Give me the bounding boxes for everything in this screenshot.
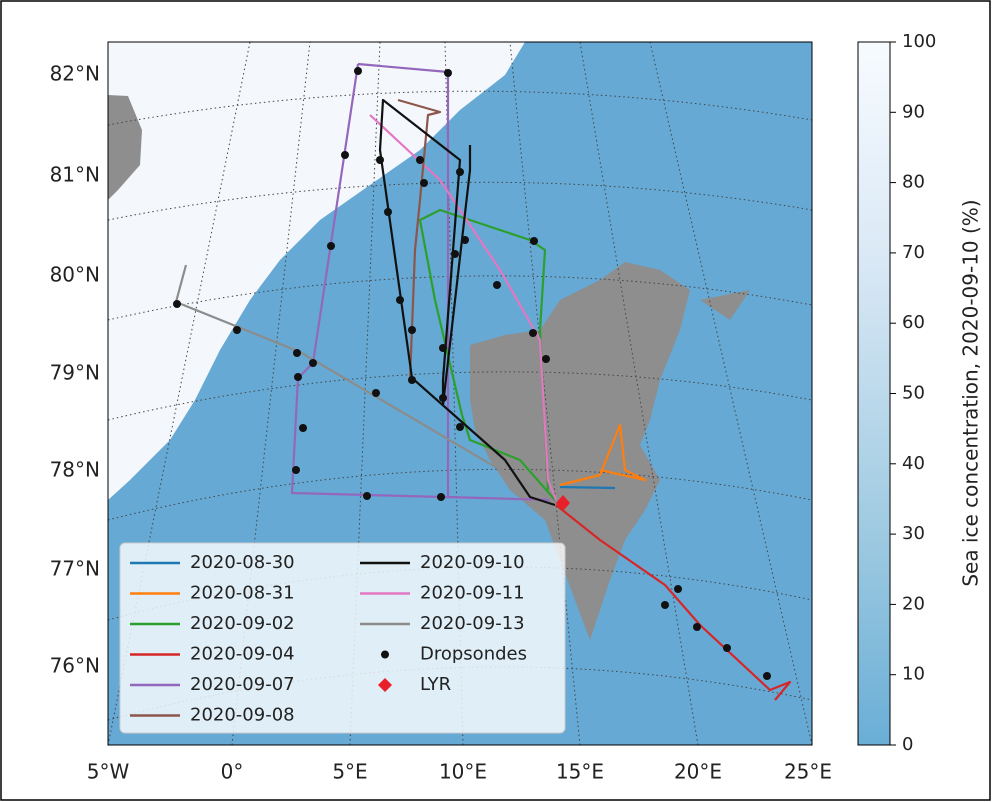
colorbar-tick-label: 60 (902, 312, 925, 333)
legend-label: 2020-08-31 (190, 583, 295, 604)
map-border (107, 41, 813, 746)
legend-label: 2020-09-13 (420, 613, 525, 634)
colorbar-tick-label: 80 (902, 172, 925, 193)
legend-label: Dropsondes (420, 644, 527, 665)
legend-marker (378, 678, 392, 692)
legend-label: 2020-09-02 (190, 613, 295, 634)
lon-label: 20°E (674, 760, 722, 784)
lon-label: 5°E (332, 760, 367, 784)
lon-label: 25°E (784, 760, 832, 784)
colorbar (857, 41, 891, 746)
island (700, 290, 750, 320)
colorbar-label: Sea ice concentration, 2020-09-10 (%) (959, 199, 983, 586)
colorbar-tick-label: 20 (902, 593, 925, 614)
lon-label: 15°E (556, 760, 604, 784)
flight-track (397, 98, 442, 381)
lon-label: 5°W (87, 760, 130, 784)
lat-label: 80°N (50, 263, 100, 287)
svalbard (470, 262, 690, 640)
legend-entries: 2020-08-30 2020-08-31 2020-09-02 2020-09-04… (130, 552, 527, 726)
legend-label: 2020-09-08 (190, 705, 295, 726)
legend-label: LYR (420, 674, 451, 695)
lat-label: 78°N (50, 458, 100, 482)
colorbar-tick-label: 40 (902, 453, 925, 474)
legend-label: 2020-09-10 (420, 552, 525, 573)
dropsondes (173, 67, 771, 680)
lat-label: 82°N (50, 62, 100, 86)
lon-label: 0° (221, 760, 244, 784)
flight-track (559, 485, 616, 490)
lon-label: 10°E (439, 760, 487, 784)
lat-label: 79°N (50, 361, 100, 385)
colorbar-tick-label: 50 (902, 383, 925, 404)
tracks (173, 62, 792, 701)
legend-label: 2020-09-11 (420, 583, 525, 604)
colorbar-tick-label: 90 (902, 101, 925, 122)
lat-label: 81°N (50, 163, 100, 187)
flight-track (369, 114, 558, 501)
legend-marker (381, 650, 389, 659)
sea-ice (108, 42, 525, 500)
legend-label: 2020-08-30 (190, 552, 295, 573)
legend-label: 2020-09-07 (190, 674, 295, 695)
colorbar-tick-label: 70 (902, 242, 925, 263)
colorbar-tick-label: 100 (902, 31, 936, 52)
lat-label: 76°N (50, 654, 100, 678)
flight-track (418, 208, 556, 501)
flight-track (378, 98, 556, 507)
legend-label: 2020-09-04 (190, 644, 295, 665)
colorbar-tick-label: 30 (902, 523, 925, 544)
legend (119, 542, 566, 734)
colorbar-tick-label: 0 (902, 734, 913, 755)
colorbar-tick-label: 10 (902, 664, 925, 685)
flight-track (559, 423, 647, 487)
lyr-marker (556, 495, 570, 511)
greenland (108, 95, 142, 200)
lat-label: 77°N (50, 557, 100, 581)
